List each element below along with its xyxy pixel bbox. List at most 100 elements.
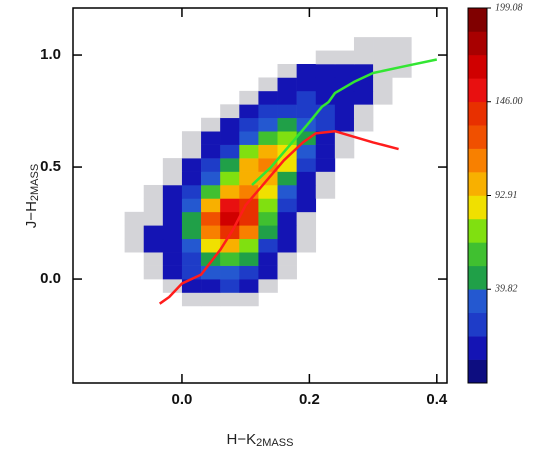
density-cell [239, 238, 259, 253]
density-cell [315, 184, 336, 199]
density-cell [373, 90, 393, 105]
density-cell [201, 144, 221, 159]
x-axis-label-main: H−K [227, 431, 257, 448]
density-cell [373, 37, 393, 51]
density-cell [334, 50, 355, 65]
density-cell [201, 292, 221, 307]
track-line [158, 129, 399, 305]
density-cell [258, 225, 278, 240]
density-cell [258, 265, 278, 280]
density-cell [334, 144, 355, 159]
density-cell [296, 238, 317, 253]
density-cell [296, 211, 317, 226]
density-cell [239, 252, 259, 266]
colorbar-tick-label: 39.82 [494, 284, 518, 295]
density-cell [201, 171, 221, 186]
colorbar-band [468, 336, 487, 360]
density-cell [334, 104, 355, 119]
x-axis-label-sub: 2MASS [256, 437, 293, 449]
x-axis-label: H−K2MASS [227, 431, 294, 449]
density-cell [296, 171, 317, 186]
density-cell [239, 117, 259, 132]
density-cell [315, 131, 336, 145]
density-cell [296, 104, 317, 119]
density-cell [392, 37, 412, 51]
density-cell [239, 211, 259, 226]
density-cell [124, 238, 145, 253]
x-tick-label: 0.2 [299, 391, 320, 408]
density-cell [315, 144, 336, 159]
density-cell [143, 265, 164, 280]
density-cell [353, 50, 374, 65]
density-cell [334, 77, 355, 92]
density-cell [220, 292, 240, 307]
y-axis-label: J−H2MASS [23, 164, 41, 228]
density-cell [220, 104, 240, 119]
track-line [251, 58, 438, 186]
density-cell [277, 252, 297, 266]
colorbar-band [468, 31, 487, 56]
density-cell [239, 279, 259, 293]
density-cell [162, 158, 183, 172]
density-cell [277, 225, 297, 240]
density-cell [220, 225, 240, 240]
density-cell [258, 279, 278, 293]
density-cell [373, 50, 393, 65]
x-tick-label: 0.4 [426, 391, 448, 408]
density-cell [277, 265, 297, 280]
colorbar-band [468, 312, 487, 337]
density-cell [239, 104, 259, 119]
density-cell [315, 64, 336, 78]
density-cell [124, 225, 145, 240]
density-cell [296, 184, 317, 199]
colorbar-band [468, 172, 487, 196]
density-cell [220, 184, 240, 199]
density-cell [181, 265, 202, 280]
density-cell [258, 252, 278, 266]
density-cell [353, 104, 374, 119]
density-cell [277, 104, 297, 119]
colorbar-band [468, 101, 487, 126]
density-cell [296, 77, 317, 92]
density-cell [315, 77, 336, 92]
density-cell [296, 144, 317, 159]
density-cell [258, 144, 278, 159]
density-cell [143, 225, 164, 240]
density-cell [220, 158, 240, 172]
density-cell [277, 64, 297, 78]
colorbar-band [468, 78, 487, 103]
density-cell [258, 104, 278, 119]
colorbar-band [468, 359, 487, 384]
density-cell [239, 90, 259, 105]
y-axis-label-sub: 2MASS [29, 164, 41, 201]
density-cell [258, 131, 278, 145]
colorbar-band [468, 242, 487, 267]
density-cell [181, 225, 202, 240]
density-cell [220, 117, 240, 132]
colorbar-band [468, 148, 487, 173]
colorbar-band [468, 8, 487, 32]
density-cell [220, 198, 240, 213]
colorbar: 39.82 92.91 146.00 199.08 [467, 2, 523, 384]
density-cell [201, 184, 221, 199]
density-cell [201, 211, 221, 226]
density-cell [162, 211, 183, 226]
colorbar-band [468, 54, 487, 79]
density-cell [181, 252, 202, 266]
density-cell [143, 211, 164, 226]
density-cell [353, 90, 374, 105]
plot-frame [72, 7, 448, 384]
density-cell [239, 144, 259, 159]
density-cell [181, 211, 202, 226]
colorbar-band [468, 265, 487, 290]
x-tick-label: 0.0 [172, 391, 193, 408]
density-cell [258, 198, 278, 213]
density-cell [201, 198, 221, 213]
density-cell [258, 184, 278, 199]
density-cell [315, 171, 336, 186]
density-cell [315, 117, 336, 132]
density-cell [162, 238, 183, 253]
colorbar-band [468, 195, 487, 220]
density-cell [315, 158, 336, 172]
